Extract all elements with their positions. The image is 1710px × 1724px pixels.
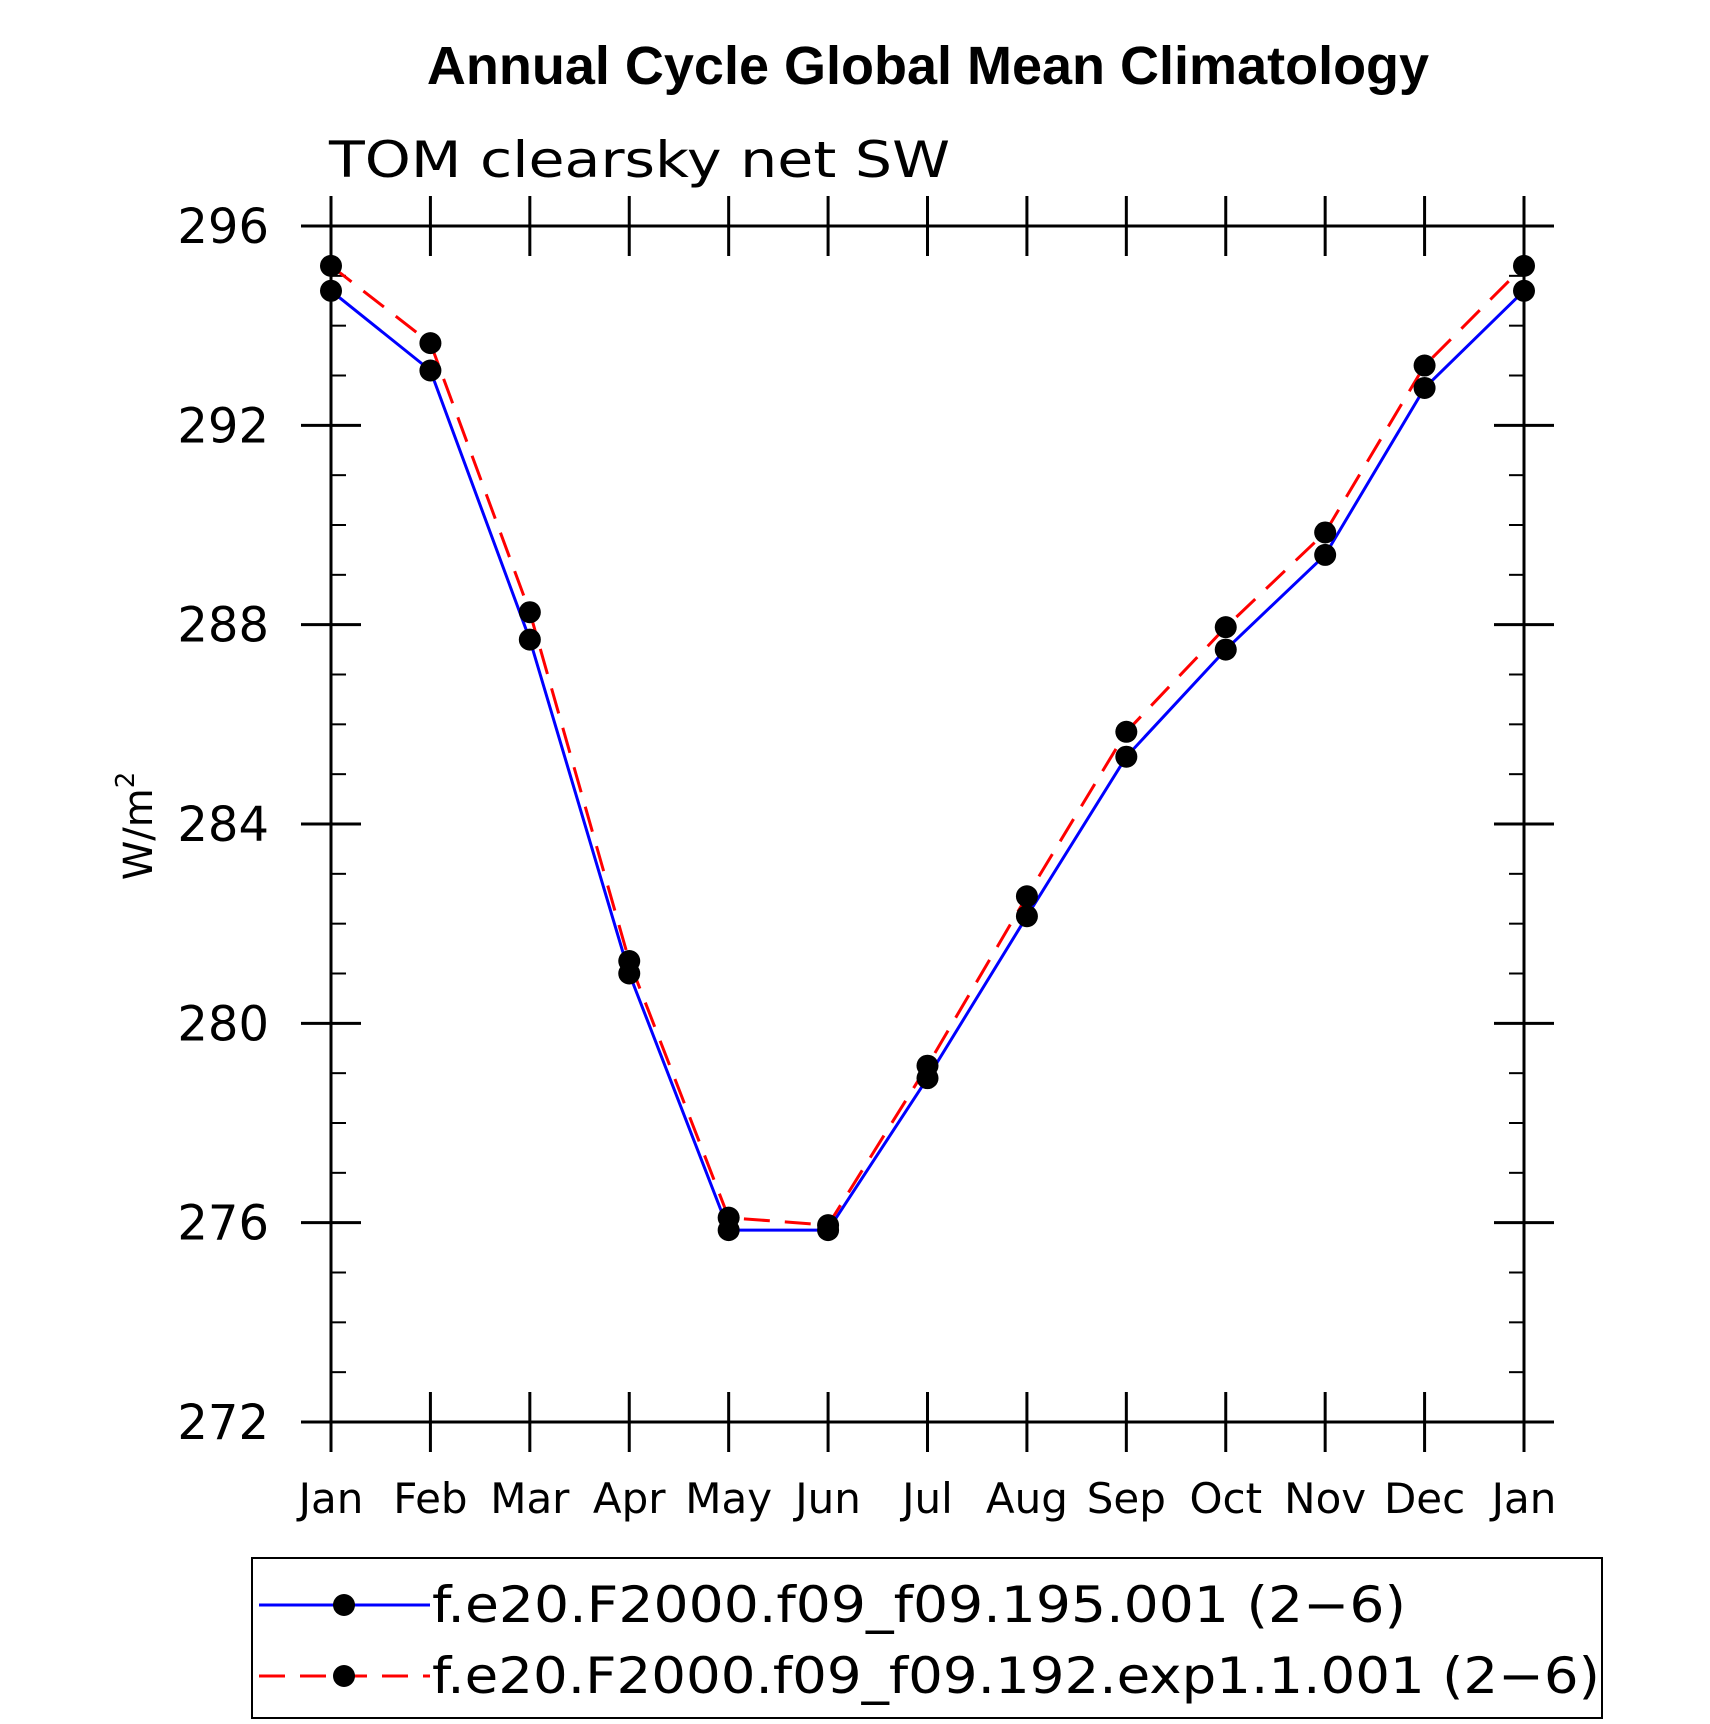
data-point-series-2 bbox=[618, 950, 641, 973]
x-tick-label: Mar bbox=[490, 1474, 570, 1523]
y-tick-label: 276 bbox=[177, 1196, 269, 1252]
data-point-series-2 bbox=[1314, 521, 1337, 544]
data-point-series-2 bbox=[1413, 354, 1436, 377]
data-point-series-2 bbox=[1214, 616, 1237, 639]
y-tick-label: 272 bbox=[177, 1395, 269, 1451]
data-point-series-1 bbox=[518, 628, 541, 651]
x-tick-label: Jun bbox=[792, 1474, 861, 1523]
data-point-series-2 bbox=[1015, 885, 1038, 908]
legend-label-series-2: f.e20.F2000.f09_f09.192.exp1.1.001 (2−6) bbox=[432, 1647, 1600, 1705]
legend-marker-series-2 bbox=[333, 1665, 355, 1687]
x-tick-label: Apr bbox=[593, 1474, 666, 1523]
data-point-series-2 bbox=[916, 1054, 939, 1077]
legend-marker-series-1 bbox=[333, 1594, 355, 1616]
y-tick-label: 284 bbox=[177, 797, 269, 853]
chart-title: Annual Cycle Global Mean Climatology bbox=[427, 36, 1429, 96]
x-tick-label: Oct bbox=[1189, 1474, 1262, 1523]
data-point-series-2 bbox=[518, 601, 541, 624]
y-tick-label: 280 bbox=[177, 996, 269, 1052]
x-tick-label: May bbox=[685, 1474, 772, 1523]
data-point-series-1 bbox=[1115, 745, 1138, 768]
legend: f.e20.F2000.f09_f09.195.001 (2−6) f.e20.… bbox=[251, 1557, 1603, 1719]
y-tick-label: 296 bbox=[177, 199, 269, 255]
data-point-series-2 bbox=[717, 1206, 740, 1229]
plot-frame bbox=[329, 224, 1526, 1424]
data-point-series-1 bbox=[1015, 905, 1038, 928]
y-tick-labels: 272 276 280 284 288 292 296 bbox=[177, 199, 269, 1451]
x-tick-labels: Jan Feb Mar Apr May Jun Jul Aug Sep Oct Nov Dec Jan bbox=[296, 1474, 1557, 1523]
x-tick-label: Sep bbox=[1087, 1474, 1166, 1523]
legend-label-series-1: f.e20.F2000.f09_f09.195.001 (2−6) bbox=[432, 1576, 1406, 1634]
data-point-series-2 bbox=[1115, 720, 1138, 743]
y-axis-label-base: W/m bbox=[116, 788, 162, 880]
x-tick-label: Nov bbox=[1284, 1474, 1366, 1523]
data-point-series-2 bbox=[419, 332, 442, 355]
chart-subtitle: TOM clearsky net SW bbox=[328, 131, 950, 189]
x-tick-label: Jan bbox=[1489, 1474, 1557, 1523]
data-point-series-1 bbox=[1413, 376, 1436, 399]
x-tick-label: Aug bbox=[986, 1474, 1068, 1523]
data-point-series-1 bbox=[1214, 638, 1237, 661]
y-axis-label-exponent: 2 bbox=[111, 772, 141, 789]
x-tick-label: Feb bbox=[393, 1474, 467, 1523]
x-tick-label: Jul bbox=[899, 1474, 953, 1523]
legend-box bbox=[251, 1557, 1603, 1719]
data-point-series-1 bbox=[1314, 543, 1337, 566]
x-tick-label: Dec bbox=[1384, 1474, 1465, 1523]
x-tick-label: Jan bbox=[296, 1474, 364, 1523]
y-axis-label: W/m2 bbox=[111, 772, 162, 881]
y-tick-label: 292 bbox=[177, 398, 269, 454]
data-point-series-1 bbox=[419, 359, 442, 382]
y-tick-label: 288 bbox=[177, 598, 269, 654]
data-point-series-2 bbox=[817, 1214, 840, 1237]
